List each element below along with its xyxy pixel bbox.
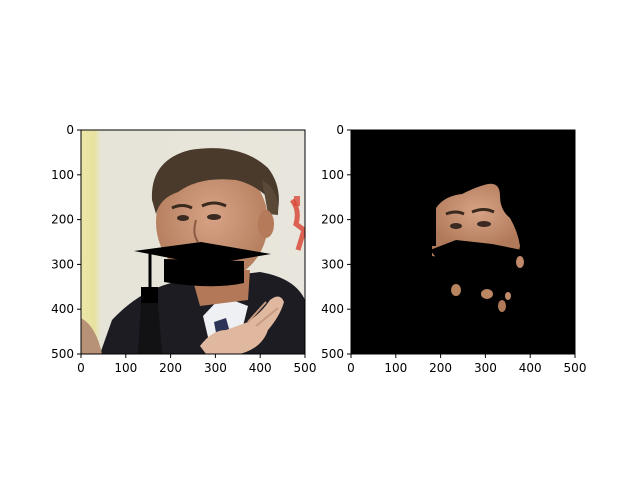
right-image — [351, 130, 575, 354]
x-tick-label: 500 — [294, 361, 317, 375]
right-y-axis: 0 100 200 300 400 500 — [321, 123, 351, 361]
x-tick-label: 200 — [159, 361, 182, 375]
left-x-axis: 0 100 200 300 400 500 — [77, 354, 316, 375]
y-tick-label: 100 — [51, 168, 74, 182]
x-tick-label: 200 — [429, 361, 452, 375]
y-tick-label: 500 — [51, 347, 74, 361]
left-y-axis: 0 100 200 300 400 500 — [51, 123, 81, 361]
y-tick-label: 0 — [66, 123, 74, 137]
y-tick-label: 100 — [321, 168, 344, 182]
x-tick-label: 0 — [77, 361, 85, 375]
right-x-axis: 0 100 200 300 400 500 — [347, 354, 586, 375]
x-tick-label: 100 — [384, 361, 407, 375]
left-image — [81, 130, 305, 354]
x-tick-label: 400 — [249, 361, 272, 375]
x-tick-label: 100 — [114, 361, 137, 375]
y-tick-label: 0 — [336, 123, 344, 137]
y-tick-label: 200 — [321, 213, 344, 227]
x-tick-label: 300 — [204, 361, 227, 375]
y-tick-label: 400 — [321, 302, 344, 316]
y-tick-label: 200 — [51, 213, 74, 227]
y-tick-label: 300 — [321, 257, 344, 271]
x-tick-label: 0 — [347, 361, 355, 375]
y-tick-label: 400 — [51, 302, 74, 316]
right-axes-frame — [350, 129, 576, 355]
left-axes-frame — [80, 129, 306, 355]
y-tick-label: 300 — [51, 257, 74, 271]
x-tick-label: 300 — [474, 361, 497, 375]
x-tick-label: 500 — [564, 361, 587, 375]
x-tick-label: 400 — [519, 361, 542, 375]
y-tick-label: 500 — [321, 347, 344, 361]
